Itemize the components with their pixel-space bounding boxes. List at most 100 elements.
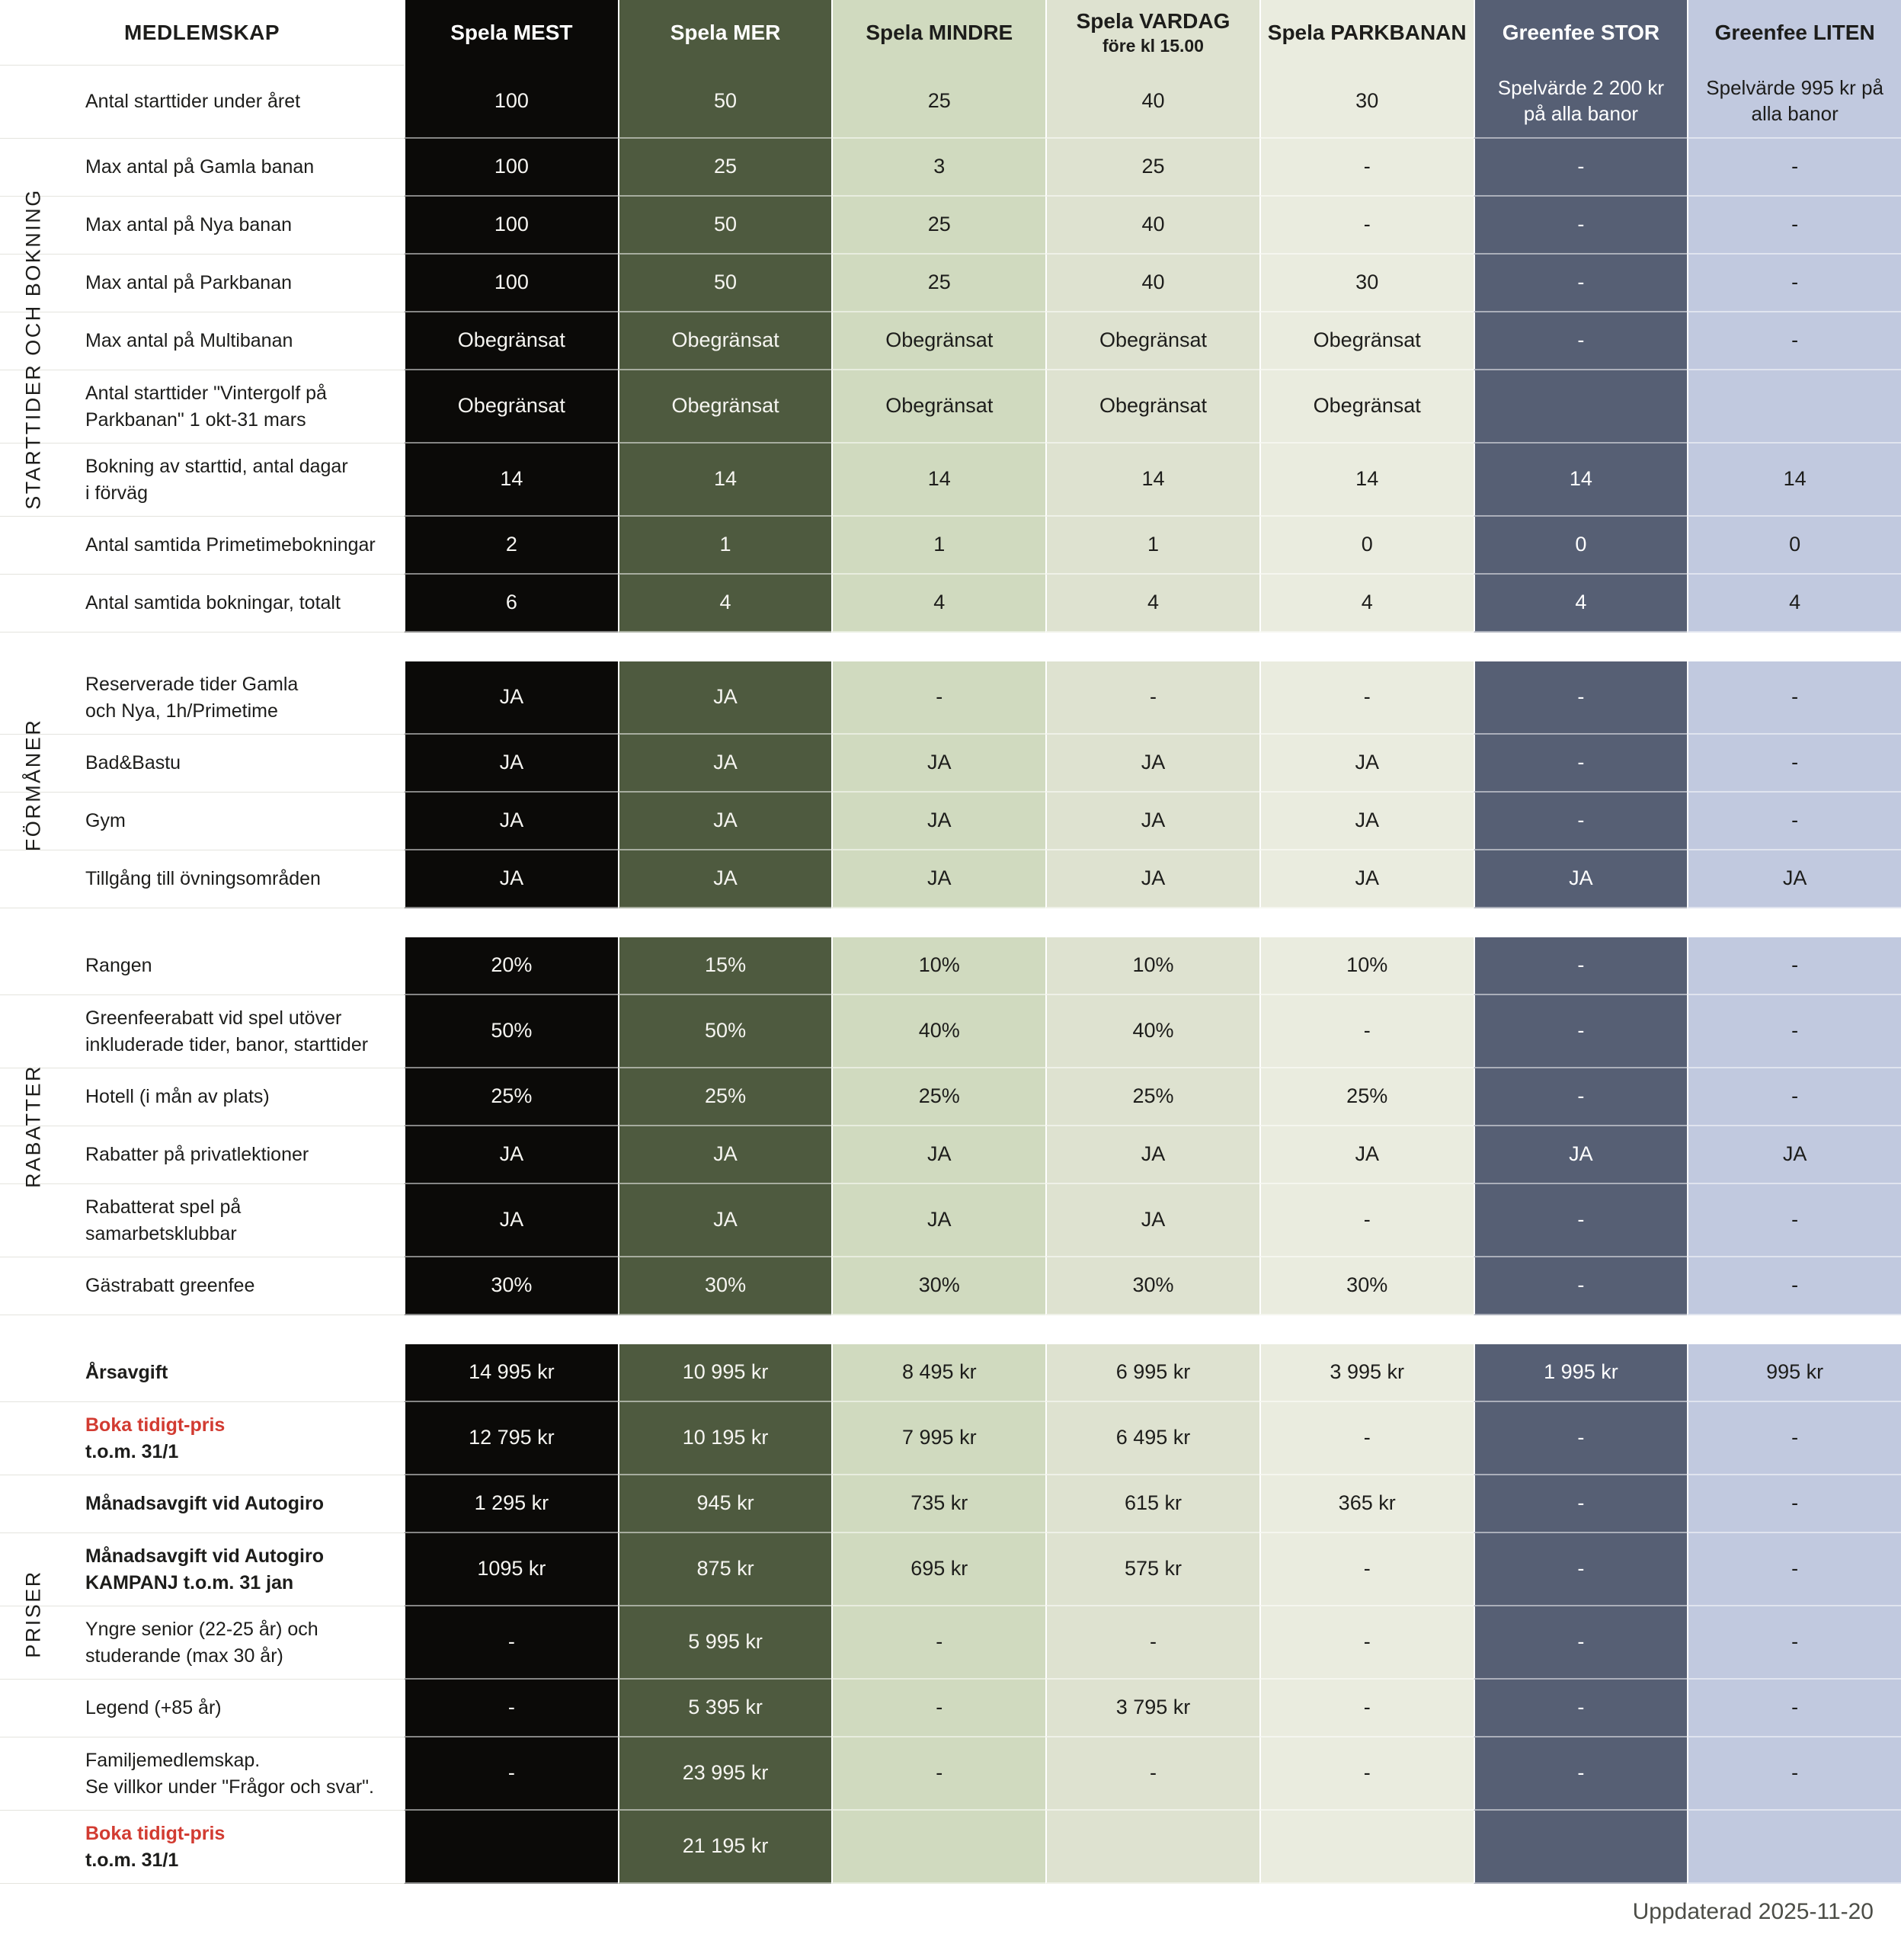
cell-spela-mindre: 25% (831, 1068, 1046, 1126)
cell-spela-parkbanan: - (1259, 1402, 1474, 1475)
cell-greenfee-stor: - (1473, 995, 1688, 1068)
section-starttider-och-bokning: STARTTIDER OCH BOKNING Antal starttider u… (0, 66, 1901, 633)
cell-spela-mest: 2 (404, 517, 618, 575)
cell-spela-mer: 14 (617, 444, 832, 517)
cell-spela-mer: 5 995 kr (617, 1606, 832, 1680)
cell-spela-mest: - (404, 1680, 618, 1737)
cell-spela-vardag: 40% (1045, 995, 1259, 1068)
cell-spela-mindre: Obegränsat (831, 370, 1046, 444)
cell-spela-vardag: 14 (1045, 444, 1259, 517)
cell-spela-vardag: 30% (1045, 1257, 1259, 1315)
row-label: Gästrabatt greenfee (0, 1257, 404, 1315)
cell-spela-parkbanan: - (1259, 1184, 1474, 1257)
section-title: RABATTER (21, 1064, 45, 1189)
cell-spela-mest: 12 795 kr (404, 1402, 618, 1475)
column-header-label: Spela PARKBANAN (1267, 20, 1467, 44)
cell-spela-vardag: 615 kr (1045, 1475, 1259, 1533)
cell-greenfee-stor: 0 (1473, 517, 1688, 575)
cell-spela-mest: 100 (404, 139, 618, 197)
cell-greenfee-stor: - (1473, 661, 1688, 735)
cell-greenfee-liten: - (1687, 937, 1901, 995)
cell-greenfee-stor: - (1473, 1680, 1688, 1737)
cell-spela-vardag: JA (1045, 793, 1259, 850)
cell-spela-parkbanan: - (1259, 995, 1474, 1068)
row-label-line: Familjemedlemskap. (85, 1750, 261, 1771)
row-label-line: Antal starttider "Vintergolf på (85, 383, 327, 404)
row-label: Rabatterat spel på samarbetsklubbar (0, 1184, 404, 1257)
row-label: Årsavgift (0, 1344, 404, 1402)
cell-spela-mest: 1 295 kr (404, 1475, 618, 1533)
row-label-line: Antal samtida Primetimebokningar (85, 534, 376, 556)
cell-greenfee-liten: - (1687, 1680, 1901, 1737)
row-label-line: Greenfeerabatt vid spel utöver (85, 1007, 342, 1029)
cell-greenfee-liten: 4 (1687, 575, 1901, 633)
cell-greenfee-liten: - (1687, 1184, 1901, 1257)
row-label-line: Se villkor under "Frågor och svar". (85, 1776, 375, 1798)
cell-spela-mindre: 25 (831, 66, 1046, 139)
cell-spela-vardag: 40 (1045, 255, 1259, 312)
cell-spela-parkbanan: JA (1259, 1126, 1474, 1184)
cell-spela-parkbanan: 4 (1259, 575, 1474, 633)
cell-spela-mer: 1 (617, 517, 832, 575)
column-header-sublabel: före kl 15.00 (1103, 36, 1204, 56)
cell-spela-vardag: 25% (1045, 1068, 1259, 1126)
column-header-label: Spela VARDAG (1076, 9, 1231, 34)
cell-spela-vardag: 40 (1045, 197, 1259, 255)
cell-greenfee-liten: - (1687, 139, 1901, 197)
cell-spela-parkbanan: Obegränsat (1259, 370, 1474, 444)
row-label: Max antal på Gamla banan (0, 139, 404, 197)
cell-spela-parkbanan: - (1259, 1533, 1474, 1606)
cell-greenfee-stor: - (1473, 312, 1688, 370)
cell-spela-parkbanan: 30% (1259, 1257, 1474, 1315)
cell-spela-parkbanan: 3 995 kr (1259, 1344, 1474, 1402)
cell-spela-parkbanan: 10% (1259, 937, 1474, 995)
column-header-label: Spela MINDRE (866, 20, 1013, 44)
cell-spela-mindre: 7 995 kr (831, 1402, 1046, 1475)
cell-spela-mer: Obegränsat (617, 370, 832, 444)
row-label-line: Boka tidigt-pris (85, 1823, 226, 1844)
table-header-row: MEDLEMSKAP Spela MEST Spela MER Spela MIND… (0, 0, 1901, 66)
row-label-line: Rangen (85, 955, 152, 977)
cell-spela-mest: - (404, 1606, 618, 1680)
column-header-label: Greenfee LITEN (1714, 20, 1875, 44)
row-label-line: Bad&Bastu (85, 752, 181, 774)
row-label-line: Rabatterat spel på (85, 1196, 242, 1218)
cell-spela-mindre: - (831, 1737, 1046, 1811)
cell-greenfee-liten: JA (1687, 850, 1901, 908)
cell-spela-mer: JA (617, 661, 832, 735)
cell-greenfee-stor: - (1473, 937, 1688, 995)
cell-greenfee-liten: 14 (1687, 444, 1901, 517)
cell-spela-parkbanan: - (1259, 1737, 1474, 1811)
cell-greenfee-liten: - (1687, 312, 1901, 370)
cell-greenfee-liten: - (1687, 255, 1901, 312)
cell-spela-mindre: JA (831, 1184, 1046, 1257)
cell-spela-mer: 50 (617, 255, 832, 312)
cell-spela-mest: 1095 kr (404, 1533, 618, 1606)
cell-greenfee-liten: Spelvärde 995 kr på alla banor (1687, 66, 1901, 139)
cell-spela-mest: 100 (404, 255, 618, 312)
cell-spela-mindre: 735 kr (831, 1475, 1046, 1533)
cell-spela-mest: Obegränsat (404, 312, 618, 370)
cell-spela-mer: 25% (617, 1068, 832, 1126)
cell-spela-mest: JA (404, 793, 618, 850)
table-title: MEDLEMSKAP (0, 0, 404, 66)
cell-spela-parkbanan: JA (1259, 735, 1474, 793)
row-label: Rabatter på privatlektioner (0, 1126, 404, 1184)
column-header-label: Spela MEST (450, 20, 573, 44)
cell-greenfee-liten: - (1687, 1257, 1901, 1315)
cell-spela-parkbanan: - (1259, 139, 1474, 197)
section-rabatter: RABATTER Rangen 20% 15% 10% 10% 10% - - Greenfeer… (0, 937, 1901, 1315)
row-label: Max antal på Multibanan (0, 312, 404, 370)
cell-spela-parkbanan: 30 (1259, 66, 1474, 139)
section-title: STARTTIDER OCH BOKNING (21, 188, 45, 510)
cell-spela-mer: 30% (617, 1257, 832, 1315)
cell-greenfee-stor: JA (1473, 1126, 1688, 1184)
cell-spela-parkbanan: Obegränsat (1259, 312, 1474, 370)
cell-greenfee-stor: 1 995 kr (1473, 1344, 1688, 1402)
cell-spela-vardag: 25 (1045, 139, 1259, 197)
cell-spela-mindre: JA (831, 1126, 1046, 1184)
cell-greenfee-stor: - (1473, 1257, 1688, 1315)
cell-spela-mindre: 695 kr (831, 1533, 1046, 1606)
cell-spela-mer: 21 195 kr (617, 1811, 832, 1884)
